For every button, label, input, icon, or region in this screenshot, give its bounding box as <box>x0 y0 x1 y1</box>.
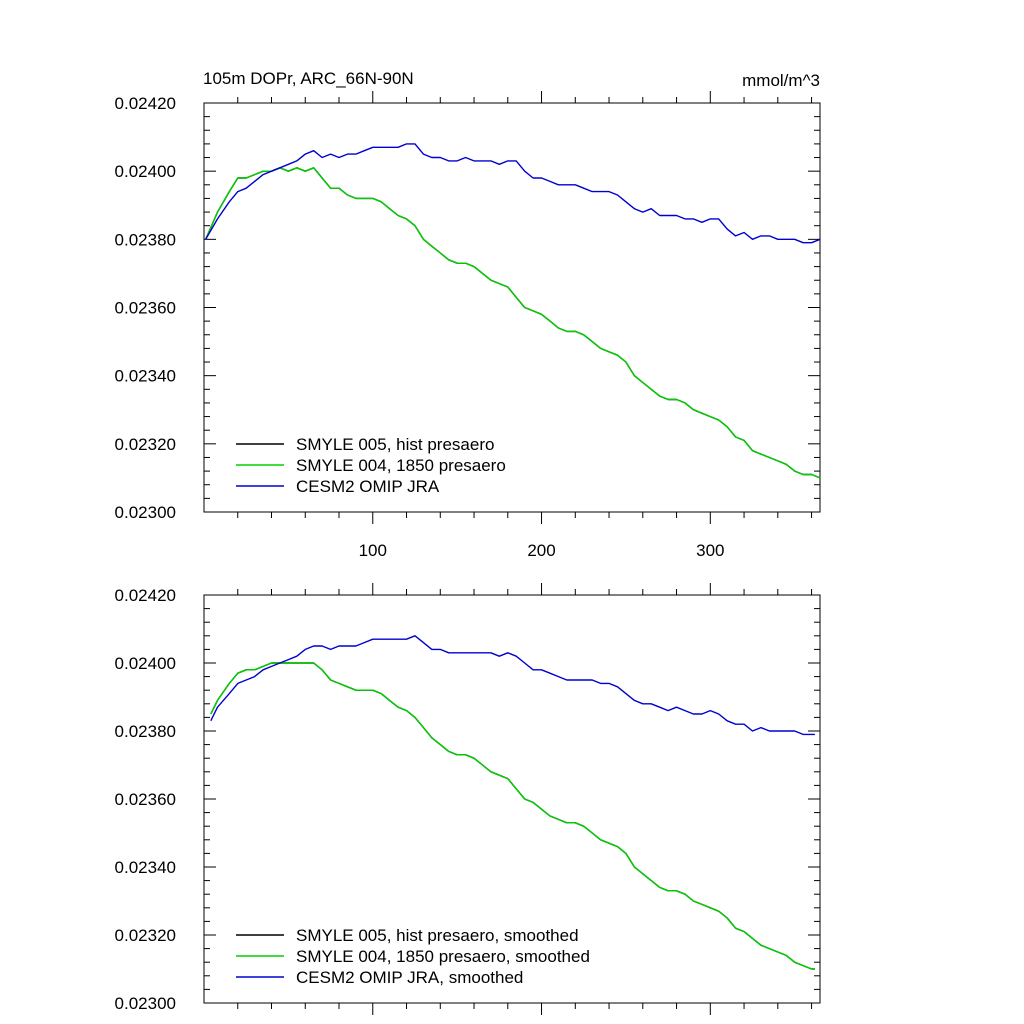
y-tick-label: 0.02400 <box>115 162 176 181</box>
y-tick-label: 0.02420 <box>115 94 176 113</box>
x-tick-label: 300 <box>696 541 724 560</box>
y-tick-label: 0.02380 <box>115 722 176 741</box>
y-tick-label: 0.02420 <box>115 586 176 605</box>
y-tick-label: 0.02340 <box>115 367 176 386</box>
y-tick-label: 0.02320 <box>115 926 176 945</box>
y-tick-label: 0.02320 <box>115 435 176 454</box>
y-tick-label: 0.02400 <box>115 654 176 673</box>
y-tick-label: 0.02300 <box>115 994 176 1013</box>
y-tick-label: 0.02340 <box>115 858 176 877</box>
series-line-1 <box>210 662 815 970</box>
series-line-3 <box>210 635 815 736</box>
panel-raw: 0.02300 0.02320 0.02340 0.02360 0.02380 0.024… <box>115 91 821 560</box>
legend-label: SMYLE 004, 1850 presaero <box>296 456 506 475</box>
legend-label: SMYLE 005, hist presaero <box>296 435 494 454</box>
legend-label: CESM2 OMIP JRA, smoothed <box>296 968 523 987</box>
series-line-2 <box>205 167 821 479</box>
units-label: mmol/m^3 <box>742 71 820 90</box>
series-line-3 <box>205 143 821 244</box>
series-line-2 <box>210 662 815 970</box>
legend-label: CESM2 OMIP JRA <box>296 477 440 496</box>
chart-title: 105m DOPr, ARC_66N-90N <box>203 69 414 88</box>
y-tick-label: 0.02300 <box>115 503 176 522</box>
x-tick-label: 200 <box>527 541 555 560</box>
y-tick-label: 0.02360 <box>115 790 176 809</box>
y-tick-label: 0.02380 <box>115 230 176 249</box>
y-tick-label: 0.02360 <box>115 299 176 318</box>
panel-smoothed: 0.02300 0.02320 0.02340 0.02360 0.02380 0.024… <box>115 583 821 1015</box>
legend-label: SMYLE 004, 1850 presaero, smoothed <box>296 947 590 966</box>
x-tick-label: 100 <box>359 541 387 560</box>
legend-label: SMYLE 005, hist presaero, smoothed <box>296 926 579 945</box>
series-line-1 <box>205 167 821 479</box>
